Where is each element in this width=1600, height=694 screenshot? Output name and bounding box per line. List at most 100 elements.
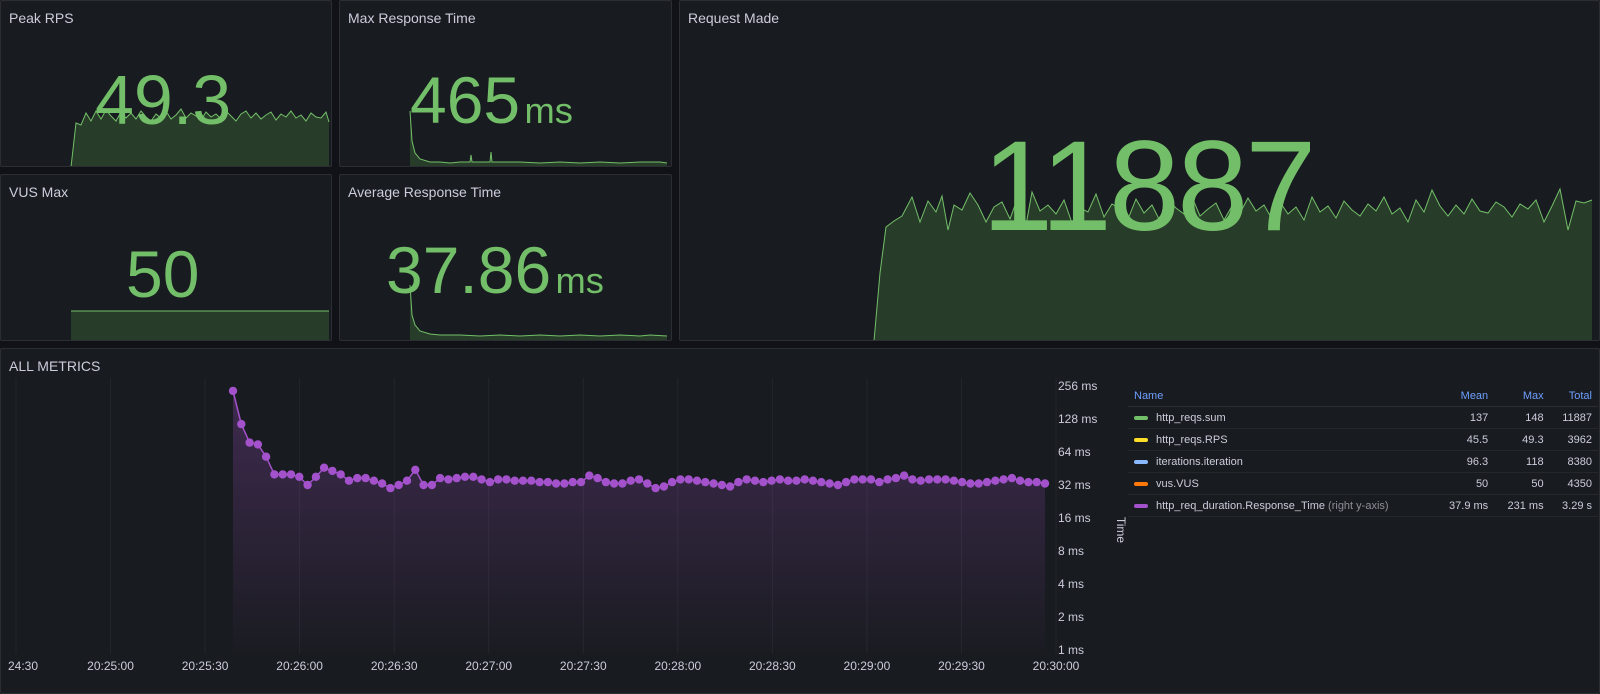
data-point[interactable] — [924, 475, 934, 484]
data-point[interactable] — [551, 479, 561, 488]
data-point[interactable] — [411, 465, 420, 474]
max-response-time-panel[interactable]: Max Response Time 465 ms — [339, 0, 672, 167]
data-point[interactable] — [701, 477, 710, 487]
data-point[interactable] — [452, 473, 461, 483]
legend-row[interactable]: http_req_duration.Response_Time (right y… — [1128, 494, 1598, 517]
data-point[interactable] — [543, 477, 553, 487]
average-response-time-panel[interactable]: Average Response Time 37.86 ms — [339, 174, 672, 341]
data-point[interactable] — [800, 475, 809, 484]
data-point[interactable] — [1007, 473, 1017, 483]
legend-header-name[interactable]: Name — [1128, 386, 1436, 407]
data-point[interactable] — [402, 476, 412, 485]
data-point[interactable] — [369, 476, 379, 485]
data-point[interactable] — [949, 476, 959, 485]
data-point[interactable] — [982, 477, 992, 487]
data-point[interactable] — [742, 475, 751, 484]
data-point[interactable] — [841, 477, 851, 487]
legend-row[interactable]: iterations.iteration 96.3 118 8380 — [1128, 450, 1598, 473]
data-point[interactable] — [957, 477, 967, 487]
data-point[interactable] — [750, 476, 760, 485]
data-point[interactable] — [709, 479, 718, 488]
data-point[interactable] — [419, 480, 428, 490]
data-point[interactable] — [435, 473, 445, 483]
data-point[interactable] — [651, 483, 660, 493]
data-point[interactable] — [833, 480, 843, 490]
data-point[interactable] — [966, 479, 975, 488]
legend-row[interactable]: vus.VUS 50 50 4350 — [1128, 472, 1598, 495]
data-point[interactable] — [941, 475, 950, 484]
data-point[interactable] — [999, 475, 1008, 484]
data-point[interactable] — [319, 463, 329, 472]
data-point[interactable] — [974, 479, 983, 488]
data-point[interactable] — [228, 386, 238, 396]
data-point[interactable] — [1015, 476, 1025, 485]
data-point[interactable] — [344, 476, 354, 485]
data-point[interactable] — [775, 475, 785, 484]
data-point[interactable] — [626, 476, 635, 485]
data-point[interactable] — [866, 475, 876, 484]
data-point[interactable] — [518, 476, 528, 485]
data-point[interactable] — [825, 479, 834, 488]
data-point[interactable] — [1040, 479, 1050, 488]
data-point[interactable] — [593, 473, 602, 483]
data-point[interactable] — [295, 472, 304, 481]
data-point[interactable] — [477, 475, 486, 484]
data-point[interactable] — [858, 475, 867, 484]
data-point[interactable] — [585, 471, 594, 480]
data-point[interactable] — [1032, 477, 1041, 487]
data-point[interactable] — [286, 470, 296, 479]
data-point[interactable] — [767, 476, 776, 485]
data-point[interactable] — [510, 476, 519, 485]
data-point[interactable] — [1024, 477, 1033, 487]
all-metrics-chart[interactable]: 256 ms 128 ms 64 ms 32 ms 16 ms 8 ms 4 ms 2 ms 1… — [0, 348, 1128, 694]
data-point[interactable] — [353, 473, 362, 483]
data-point[interactable] — [601, 477, 611, 487]
data-point[interactable] — [469, 472, 478, 481]
data-point[interactable] — [883, 475, 892, 484]
data-point[interactable] — [618, 479, 627, 488]
data-point[interactable] — [485, 477, 495, 487]
data-point[interactable] — [899, 471, 909, 480]
data-point[interactable] — [717, 480, 727, 490]
data-point[interactable] — [908, 475, 917, 484]
data-point[interactable] — [659, 482, 669, 491]
legend-row[interactable]: http_reqs.RPS 45.5 49.3 3962 — [1128, 428, 1598, 451]
data-point[interactable] — [808, 476, 818, 485]
data-point[interactable] — [311, 472, 321, 481]
data-point[interactable] — [850, 475, 859, 484]
legend-header-max[interactable]: Max — [1494, 386, 1550, 407]
data-point[interactable] — [676, 475, 685, 484]
data-point[interactable] — [933, 475, 942, 484]
data-point[interactable] — [817, 477, 826, 487]
data-point[interactable] — [667, 477, 677, 487]
data-point[interactable] — [253, 440, 263, 449]
data-point[interactable] — [460, 472, 470, 481]
data-point[interactable] — [692, 476, 702, 485]
data-point[interactable] — [568, 477, 577, 487]
data-point[interactable] — [783, 476, 793, 485]
data-point[interactable] — [386, 483, 395, 493]
data-point[interactable] — [394, 480, 403, 490]
data-point[interactable] — [493, 475, 503, 484]
data-point[interactable] — [725, 482, 735, 491]
data-point[interactable] — [684, 475, 693, 484]
legend-row[interactable]: http_reqs.sum 137 148 11887 — [1128, 406, 1598, 429]
data-point[interactable] — [527, 476, 536, 485]
data-point[interactable] — [792, 476, 801, 485]
data-point[interactable] — [336, 470, 345, 479]
legend-header-mean[interactable]: Mean — [1435, 386, 1495, 407]
legend-header-total[interactable]: Total — [1549, 386, 1598, 407]
data-point[interactable] — [916, 476, 925, 485]
data-point[interactable] — [237, 419, 246, 429]
data-point[interactable] — [734, 477, 743, 487]
data-point[interactable] — [328, 466, 337, 476]
data-point[interactable] — [560, 479, 569, 488]
data-point[interactable] — [303, 480, 312, 490]
data-point[interactable] — [891, 473, 901, 483]
data-point[interactable] — [634, 475, 644, 484]
data-point[interactable] — [245, 438, 254, 447]
data-point[interactable] — [991, 476, 1000, 485]
data-point[interactable] — [535, 477, 544, 487]
data-point[interactable] — [643, 479, 652, 488]
data-point[interactable] — [361, 473, 370, 483]
